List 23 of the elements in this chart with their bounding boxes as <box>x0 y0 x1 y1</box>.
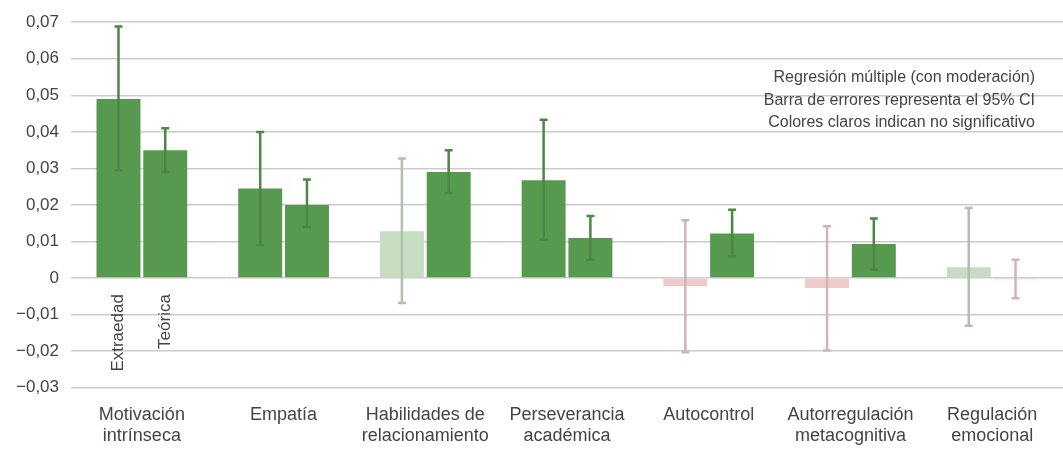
text: Extraedad <box>108 294 128 372</box>
x-tick-label: Habilidades de relacionamiento <box>361 403 489 446</box>
y-tick-label: 0,03 <box>25 158 60 178</box>
y-tick-label: −0,02 <box>16 340 60 360</box>
y-tick-label: 0,01 <box>25 231 60 251</box>
annotation: Colores claros indican no significativo <box>768 113 1036 131</box>
x-tick-label: Autorregulación metacognitiva <box>787 403 914 446</box>
y-tick-label: 0,04 <box>25 121 60 141</box>
y-tick-label: 0,02 <box>25 194 60 214</box>
y-tick-label: 0,07 <box>25 11 60 31</box>
x-tick-label: Motivación intrínseca <box>98 403 185 446</box>
y-tick-label: 0,06 <box>25 48 60 68</box>
y-tick-label: −0,01 <box>16 304 60 324</box>
text: Teórica <box>154 293 174 349</box>
x-tick-label: Perseverancia académica <box>509 403 626 446</box>
y-tick-label: 0,05 <box>25 85 60 105</box>
annotation: Barra de errores representa el 95% CI <box>763 90 1035 108</box>
y-tick-label: −0,03 <box>16 377 60 397</box>
annotation: Regresión múltiple (con moderación) <box>773 68 1035 86</box>
x-tick-label: Empatía <box>250 403 319 424</box>
x-tick-label: Autocontrol <box>663 403 755 424</box>
x-tick-label: Regulación emocional <box>947 403 1038 446</box>
y-tick-label: 0 <box>49 267 60 287</box>
